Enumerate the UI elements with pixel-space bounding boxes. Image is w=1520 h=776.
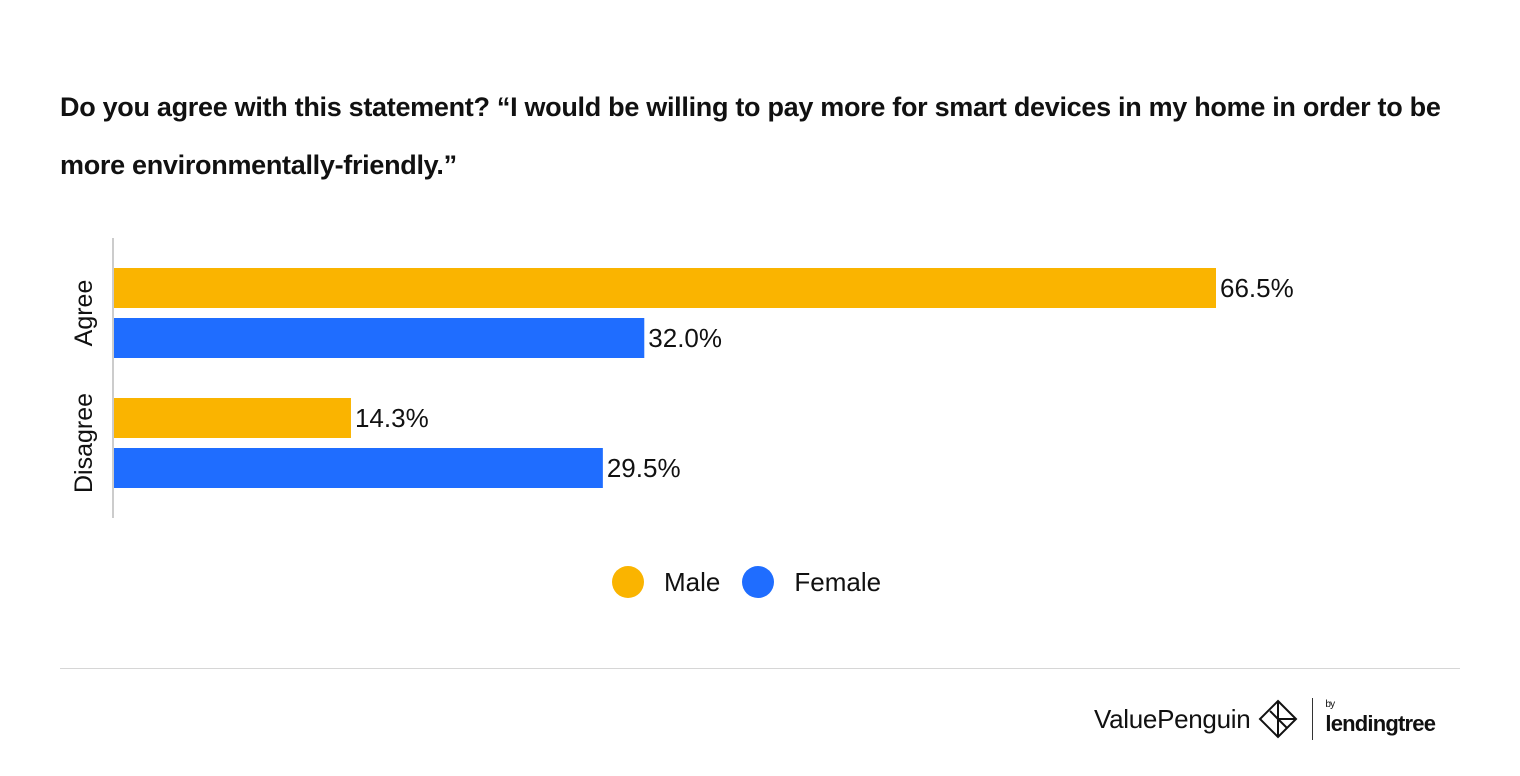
- data-label-agree-female: 32.0%: [648, 323, 722, 353]
- bar-agree-female: [114, 318, 645, 358]
- legend-item-male: Male: [612, 566, 720, 598]
- logo-separator: [1312, 698, 1314, 740]
- divider: [60, 668, 1460, 669]
- bar-chart: Agree 66.5% 32.0% Disagree 14.3% 29.5%: [70, 238, 1294, 518]
- valuepenguin-lendingtree-logo: ValuePenguin by lendingtree: [1094, 698, 1436, 740]
- legend-swatch-female: [742, 566, 775, 598]
- lendingtree-wordmark: by lendingtree: [1325, 699, 1436, 737]
- data-label-disagree-female: 29.5%: [607, 453, 681, 483]
- legend-swatch-male: [612, 566, 644, 598]
- lendingtree-text: lendingtree: [1325, 711, 1436, 736]
- category-label-agree: Agree: [70, 280, 98, 347]
- legend-item-female: Female: [742, 566, 881, 598]
- legend: Male Female: [612, 566, 903, 598]
- chart-title: Do you agree with this statement? “I wou…: [60, 92, 1441, 180]
- bar-agree-male: [114, 268, 1216, 308]
- data-label-agree-male: 66.5%: [1220, 273, 1294, 303]
- bar-disagree-male: [114, 398, 351, 438]
- valuepenguin-wordmark: ValuePenguin: [1094, 703, 1251, 734]
- category-label-disagree: Disagree: [70, 393, 98, 493]
- legend-label-female: Female: [794, 566, 882, 597]
- legend-label-male: Male: [664, 566, 721, 597]
- data-label-disagree-male: 14.3%: [355, 403, 429, 433]
- by-text: by: [1325, 699, 1335, 710]
- bar-disagree-female: [114, 448, 603, 488]
- penguin-diamond-icon: [1258, 699, 1298, 739]
